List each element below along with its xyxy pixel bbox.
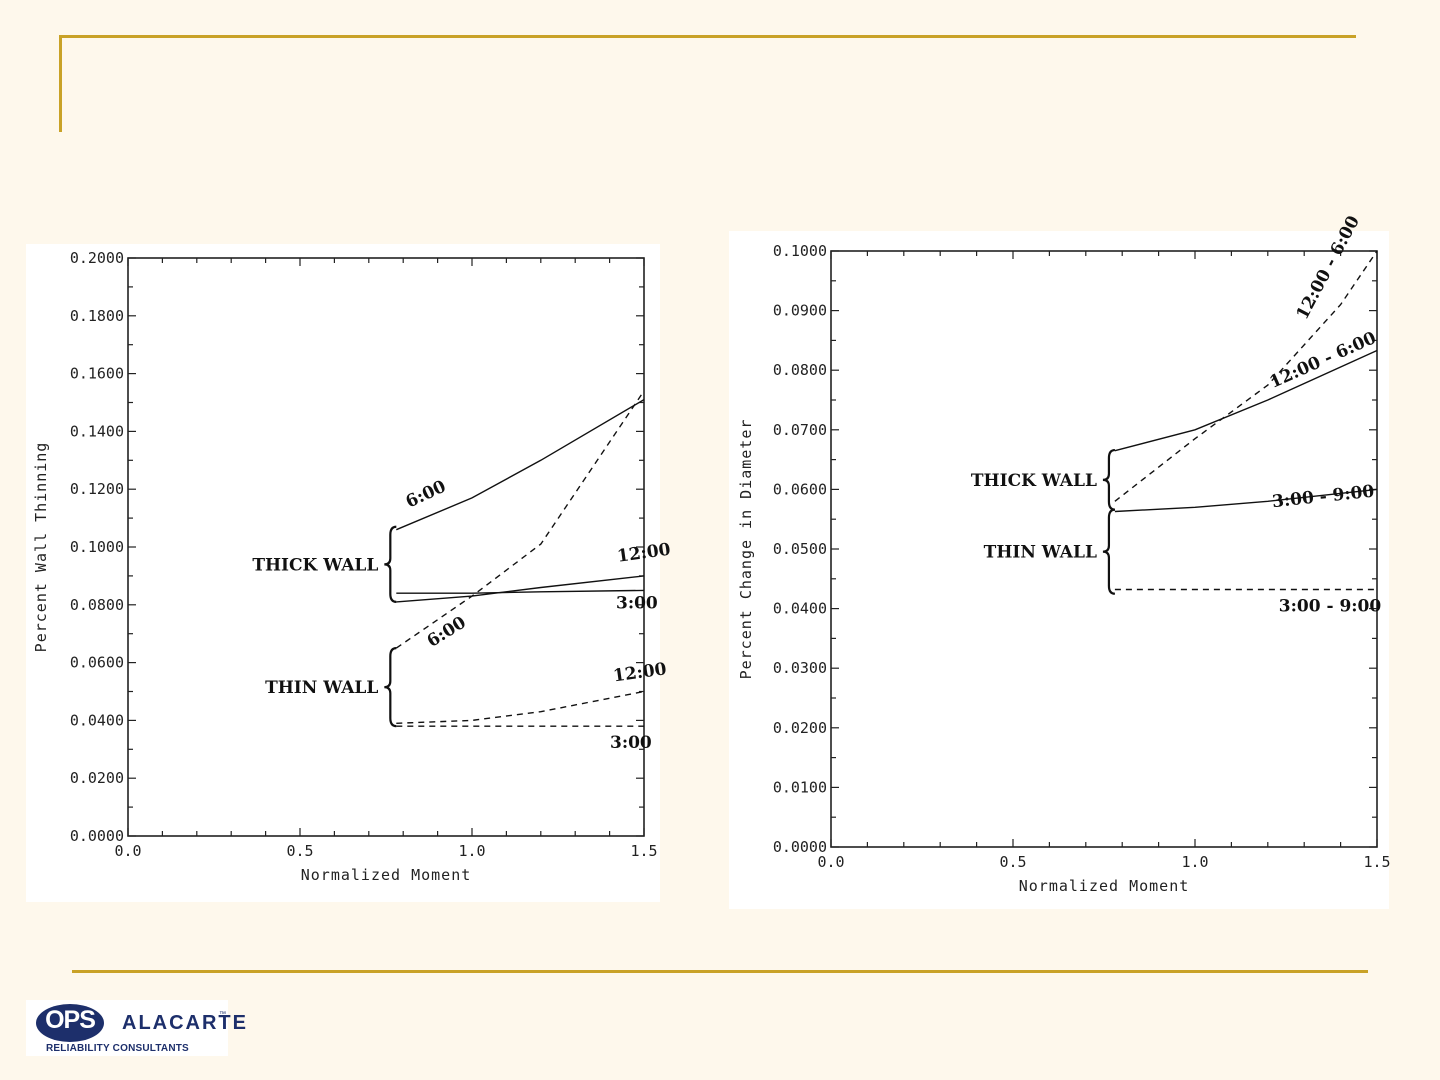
x-tick-label: 0.5	[286, 842, 313, 860]
group-brace	[384, 525, 397, 604]
y-axis-title: Percent Change in Diameter	[737, 419, 755, 680]
company-logo: OPS ALACARTE ™ RELIABILITY CONSULTANTS	[26, 1000, 246, 1056]
y-tick-label: 0.0500	[773, 540, 827, 558]
frame-left-rule	[59, 35, 62, 132]
series-label: 3:00	[616, 593, 658, 613]
y-tick-label: 0.1800	[70, 307, 124, 325]
frame-bottom-rule	[72, 970, 1368, 973]
diameter-change-plot: 0.0000 0.0100 0.0200 0.0300 0.0400 0.0500 0.06…	[737, 213, 1391, 895]
logo-name: ALACARTE	[122, 1012, 248, 1034]
logo-tagline: RELIABILITY CONSULTANTS	[46, 1043, 189, 1054]
series-line	[396, 589, 645, 594]
x-axis-title: Normalized Moment	[1019, 877, 1190, 895]
y-tick-label: 0.0200	[773, 719, 827, 737]
series-line	[395, 390, 645, 649]
x-tick-label: 1.0	[458, 842, 485, 860]
y-tick-label: 0.0600	[773, 480, 827, 498]
y-tick-label: 0.0300	[773, 659, 827, 677]
series-label: 12:00 - 6:00	[1293, 213, 1364, 323]
group-label: THICK WALL	[252, 555, 378, 575]
group-brace	[1102, 508, 1116, 595]
group-label: THIN WALL	[265, 678, 378, 698]
diameter-change-chart: 0.0000 0.0100 0.0200 0.0300 0.0400 0.0500 0.06…	[729, 213, 1391, 909]
series-line	[396, 575, 645, 603]
x-tick-label: 1.5	[1363, 853, 1390, 871]
y-tick-label: 0.1600	[70, 365, 124, 383]
series-line	[1114, 250, 1378, 502]
y-tick-label: 0.0200	[70, 769, 124, 787]
series-line	[396, 690, 645, 724]
group-label: THIN WALL	[984, 543, 1097, 563]
x-tick-label: 0.5	[999, 853, 1026, 871]
group-label: THICK WALL	[971, 471, 1097, 491]
series-label: 3:00 - 9:00	[1279, 597, 1382, 617]
series-label: 3:00 - 9:00	[1271, 482, 1375, 513]
y-tick-label: 0.1400	[70, 422, 124, 440]
y-tick-label: 0.0600	[70, 654, 124, 672]
y-tick-label: 0.0800	[70, 596, 124, 614]
plot-frame	[127, 257, 645, 837]
series-line	[396, 398, 645, 531]
y-tick-label: 0.0800	[773, 361, 827, 379]
y-tick-label: 0.2000	[70, 249, 124, 267]
y-tick-label: 0.0100	[773, 778, 827, 796]
y-axis-title: Percent Wall Thinning	[32, 442, 50, 653]
series-line	[1114, 488, 1378, 513]
series-line	[1114, 349, 1378, 452]
logo-mark: OPS	[45, 1006, 96, 1034]
group-brace	[384, 647, 397, 728]
y-tick-label: 0.0900	[773, 302, 827, 320]
x-tick-label: 1.0	[1181, 853, 1208, 871]
group-brace	[1102, 448, 1116, 511]
series-label: 6:00	[403, 477, 449, 513]
logo-trademark: ™	[219, 1011, 226, 1018]
y-tick-label: 0.0700	[773, 421, 827, 439]
series-label: 12:00 - 6:00	[1267, 328, 1380, 393]
y-tick-label: 0.0400	[773, 600, 827, 618]
x-axis-title: Normalized Moment	[301, 866, 472, 884]
y-tick-label: 0.1000	[773, 242, 827, 260]
frame-top-rule	[59, 35, 1356, 38]
logo-oval	[36, 1004, 104, 1042]
plot-frame	[830, 250, 1378, 848]
y-tick-label: 0.1200	[70, 480, 124, 498]
wall-thinning-chart: 0.0000 0.0200 0.0400 0.0600 0.0800 0.1000 0.12…	[26, 244, 672, 902]
y-tick-label: 0.0000	[773, 838, 827, 856]
series-label: 3:00	[610, 733, 652, 753]
series-label: 12:00	[612, 659, 668, 686]
y-tick-label: 0.0400	[70, 711, 124, 729]
y-tick-label: 0.1000	[70, 538, 124, 556]
x-tick-label: 0.0	[817, 853, 844, 871]
x-tick-label: 1.5	[630, 842, 657, 860]
x-tick-label: 0.0	[114, 842, 141, 860]
wall-thinning-plot: 0.0000 0.0200 0.0400 0.0600 0.0800 0.1000 0.12…	[32, 249, 672, 884]
series-label: 6:00	[424, 613, 470, 652]
series-label: 12:00	[616, 540, 672, 567]
y-tick-label: 0.0000	[70, 827, 124, 845]
